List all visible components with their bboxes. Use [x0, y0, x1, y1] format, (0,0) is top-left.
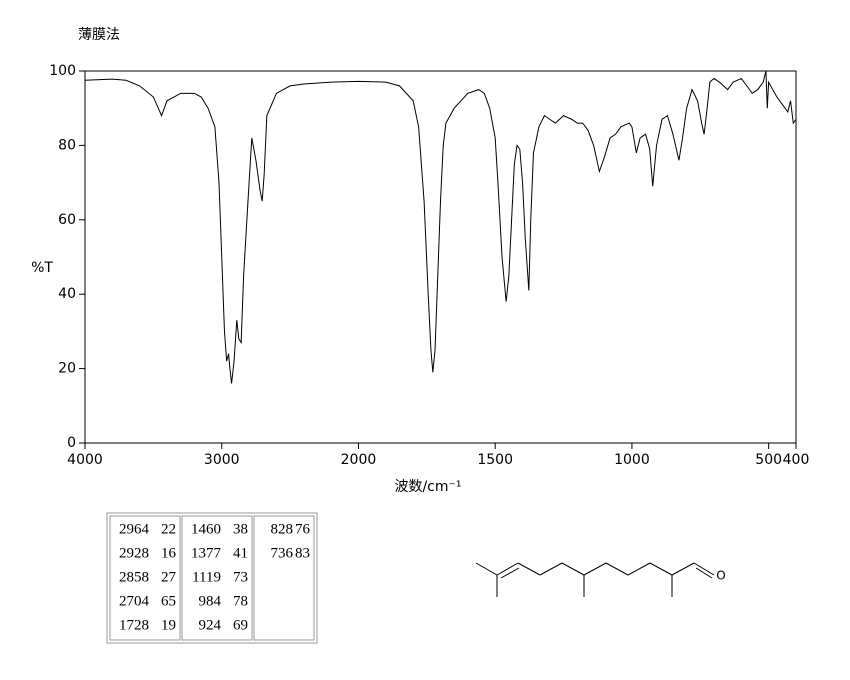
table-cell — [253, 515, 315, 641]
table-cell — [109, 515, 181, 641]
x-tick-label: 2000 — [341, 452, 377, 468]
peak-transmittance: 78 — [233, 593, 248, 609]
spectrum-line — [84, 70, 797, 384]
peak-transmittance: 65 — [161, 593, 176, 609]
bond — [671, 562, 695, 576]
y-tick-label: 80 — [58, 137, 76, 153]
y-axis-label: %T — [31, 260, 53, 276]
atom-label: O — [716, 569, 725, 583]
bond — [649, 562, 673, 576]
bond — [583, 562, 607, 576]
y-tick-label: 20 — [58, 361, 76, 377]
peak-transmittance: 38 — [233, 521, 248, 537]
bond — [693, 562, 715, 576]
bond — [500, 567, 520, 579]
peak-wavenumber: 1728 — [119, 617, 149, 633]
peak-wavenumber: 2704 — [119, 593, 150, 609]
x-tick-label: 1500 — [477, 452, 513, 468]
peak-transmittance: 73 — [233, 569, 248, 585]
x-tick-label: 4000 — [67, 452, 103, 468]
y-tick-label: 60 — [58, 212, 76, 228]
x-tick-label: 3000 — [204, 452, 240, 468]
peak-transmittance: 69 — [233, 617, 248, 633]
x-tick-label: 400 — [783, 452, 810, 468]
peak-transmittance: 76 — [295, 521, 311, 537]
peak-transmittance: 27 — [161, 569, 177, 585]
bond — [561, 562, 585, 576]
table-frame — [106, 512, 318, 644]
peak-transmittance: 22 — [161, 521, 176, 537]
peak-transmittance: 16 — [161, 545, 177, 561]
chart-title: 薄膜法 — [78, 27, 120, 43]
peak-wavenumber: 1119 — [192, 569, 221, 585]
peak-transmittance: 41 — [233, 545, 248, 561]
peak-wavenumber: 736 — [271, 545, 294, 561]
peak-wavenumber: 828 — [271, 521, 294, 537]
peak-table: 2964 22 2928 16 2858 27 2704 65 1728 19 1460 38 1377… — [106, 512, 318, 644]
y-tick-label: 0 — [67, 435, 76, 451]
table-cell — [181, 515, 253, 641]
axes: 0 20 40 60 80 100 4000 3000 2000 1500 1000 500 400 — [49, 63, 809, 468]
bond — [695, 567, 713, 579]
peak-wavenumber: 924 — [199, 617, 222, 633]
bond — [627, 562, 651, 576]
peak-transmittance: 83 — [295, 545, 310, 561]
plot-frame — [84, 70, 797, 444]
peak-wavenumber: 1460 — [191, 521, 221, 537]
peak-transmittance: 19 — [161, 617, 176, 633]
peak-wavenumber: 984 — [199, 593, 222, 609]
bond — [539, 562, 563, 576]
peak-wavenumber: 2928 — [119, 545, 149, 561]
y-tick-label: 100 — [49, 63, 76, 79]
x-tick-label: 500 — [755, 452, 782, 468]
bond — [605, 562, 629, 576]
x-tick-label: 1000 — [614, 452, 650, 468]
y-tick-label: 40 — [58, 286, 76, 302]
bond — [496, 562, 519, 576]
peak-wavenumber: 2964 — [119, 521, 150, 537]
structure: O — [475, 562, 726, 597]
bond — [475, 562, 498, 576]
peak-wavenumber: 1377 — [191, 545, 222, 561]
bond — [517, 562, 541, 576]
x-axis-label: 波数/cm⁻¹ — [394, 479, 461, 495]
peak-wavenumber: 2858 — [119, 569, 149, 585]
